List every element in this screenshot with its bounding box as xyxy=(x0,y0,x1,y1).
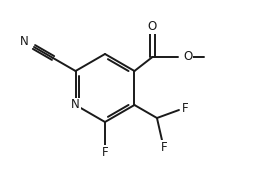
Text: O: O xyxy=(183,51,193,64)
Text: F: F xyxy=(161,140,167,153)
Text: O: O xyxy=(148,20,157,33)
Text: N: N xyxy=(20,35,29,48)
Text: F: F xyxy=(102,145,108,158)
Text: F: F xyxy=(182,101,188,114)
Text: N: N xyxy=(71,98,80,111)
